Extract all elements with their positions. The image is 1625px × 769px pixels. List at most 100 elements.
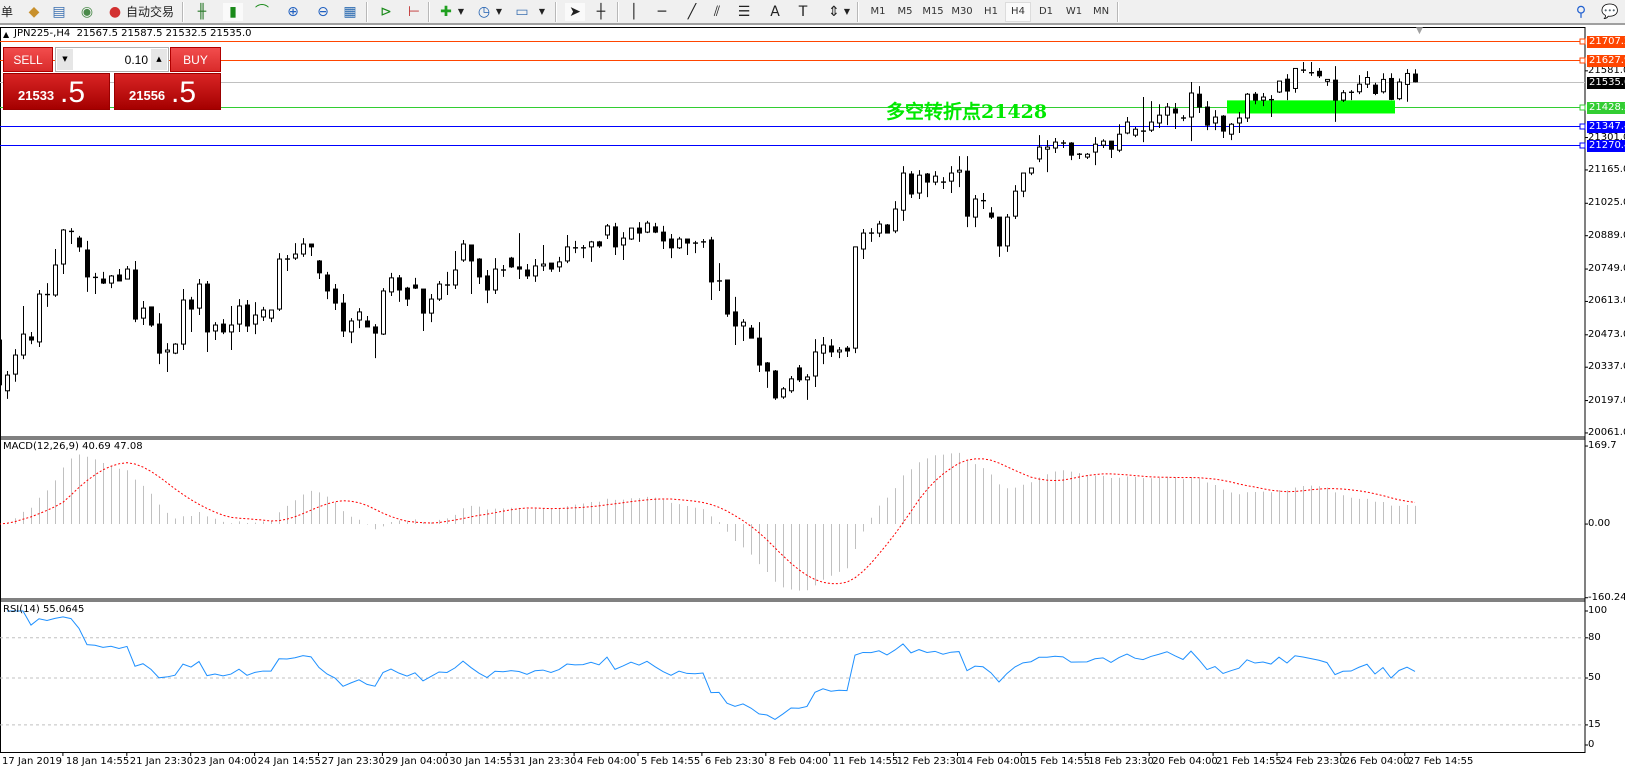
new-order-label-partial[interactable]: 单 — [0, 5, 13, 19]
candle — [1109, 140, 1114, 159]
crosshair-icon[interactable]: ┼ — [596, 4, 606, 20]
timeframe-m30[interactable]: M30 — [951, 6, 973, 17]
lot-decrease-button[interactable]: ▼ — [57, 49, 73, 70]
chart-shift-marker-icon[interactable]: ▼ — [1416, 26, 1423, 36]
candle — [1213, 110, 1218, 131]
candle-body — [1373, 84, 1378, 94]
arrows-icon[interactable]: ⇕ — [828, 4, 840, 20]
time-tick-label: 20 Feb 04:00 — [1152, 756, 1218, 767]
level-price-tag[interactable]: 21627.9 — [1587, 54, 1625, 67]
candle-body — [1357, 83, 1362, 93]
chart-collapse-icon[interactable]: ▲ — [3, 30, 10, 39]
trendline-icon[interactable]: ╱ — [687, 4, 697, 20]
lot-increase-button[interactable]: ▲ — [151, 49, 167, 70]
candle-body — [1173, 108, 1178, 114]
candle — [229, 305, 234, 351]
candle-body — [709, 239, 714, 283]
candle-body — [1261, 96, 1266, 101]
search-icon[interactable]: ⚲ — [1575, 4, 1587, 20]
templates-icon[interactable]: ▭ — [515, 4, 529, 20]
candle — [149, 306, 154, 327]
sell-button[interactable]: SELL — [3, 47, 53, 72]
autoscroll-icon[interactable]: ⊳ — [380, 4, 392, 20]
timeframe-h4[interactable]: H4 — [1005, 2, 1031, 22]
autotrading-icon[interactable]: ● — [108, 4, 122, 20]
chevron-down-icon[interactable]: ▼ — [538, 7, 546, 16]
candle — [445, 271, 450, 296]
text-icon[interactable]: A — [770, 4, 780, 20]
chart-shift-icon[interactable]: ⊢ — [407, 4, 421, 20]
candle-body — [1013, 190, 1018, 217]
line-chart-icon[interactable]: ⌒ — [255, 4, 269, 20]
candle — [365, 315, 370, 328]
time-tick-label: 12 Feb 23:30 — [896, 756, 963, 767]
candle — [773, 370, 778, 400]
chevron-down-icon[interactable]: ▼ — [843, 7, 851, 16]
candle — [693, 240, 698, 254]
cursor-icon[interactable]: ➤ — [565, 3, 585, 21]
candle-body — [597, 241, 602, 247]
candle-body — [1213, 116, 1218, 124]
price-tick-label: 21301.0 — [1588, 131, 1625, 143]
candle-body — [197, 283, 202, 309]
level-price-tag[interactable]: 21707.2 — [1587, 35, 1625, 48]
candle-body — [1165, 106, 1170, 116]
candlestick-icon[interactable]: ▮ — [223, 3, 243, 21]
candle — [5, 371, 10, 399]
periods-icon[interactable]: ◷ — [477, 4, 491, 20]
candle-body — [77, 237, 82, 248]
chevron-down-icon[interactable]: ▼ — [495, 7, 503, 16]
fibonacci-icon[interactable]: ☰ — [737, 4, 751, 20]
chat-icon[interactable]: 💬 — [1601, 4, 1619, 20]
candle — [1293, 67, 1298, 93]
new-chart-icon[interactable]: ✚ — [440, 4, 452, 20]
candle — [1349, 90, 1354, 101]
bar-chart-icon[interactable]: ╫ — [197, 4, 207, 20]
toolbar-separator — [555, 2, 557, 22]
timeframe-m5[interactable]: M5 — [897, 6, 913, 17]
candle-body — [589, 241, 594, 248]
zoom-out-icon[interactable]: ⊖ — [317, 4, 329, 20]
candle-body — [661, 231, 666, 242]
candle-body — [741, 321, 746, 327]
data-window-icon[interactable]: ▤ — [52, 4, 66, 20]
level-price-tag[interactable]: 21347.4 — [1587, 120, 1625, 133]
buy-button[interactable]: BUY — [170, 47, 221, 72]
equidistant-channel-icon[interactable]: ⫽ — [713, 4, 721, 20]
candle — [221, 319, 226, 335]
timeframe-m1[interactable]: M1 — [870, 6, 886, 17]
chevron-down-icon[interactable]: ▼ — [457, 7, 465, 16]
buy-price-box[interactable]: 21556 .5 — [114, 73, 221, 110]
level-price-tag[interactable]: 21428.2 — [1587, 101, 1625, 114]
candle-body — [917, 174, 922, 194]
chart-frame — [0, 27, 1586, 753]
candle — [85, 240, 90, 292]
level-price-tag[interactable]: 21270.4 — [1587, 139, 1625, 152]
market-watch-icon[interactable]: ◆ — [28, 4, 40, 20]
timeframe-mn[interactable]: MN — [1092, 6, 1110, 17]
candle-body — [189, 299, 194, 310]
timeframe-w1[interactable]: W1 — [1065, 6, 1083, 17]
lot-size-stepper[interactable]: ▼ ▲ — [55, 47, 169, 72]
pivot-annotation-text[interactable]: 多空转折点21428 — [886, 101, 1048, 123]
navigator-icon[interactable]: ◉ — [80, 4, 94, 20]
timeframe-h1[interactable]: H1 — [984, 6, 998, 17]
timeframe-d1[interactable]: D1 — [1038, 6, 1054, 17]
candle — [301, 238, 306, 257]
horizontal-line-icon[interactable]: ─ — [657, 4, 667, 20]
timeframe-m15[interactable]: M15 — [922, 6, 944, 17]
sell-price-box[interactable]: 21533 .5 — [3, 73, 110, 110]
candle — [917, 170, 922, 200]
candle-body — [1037, 146, 1042, 160]
lot-size-input[interactable] — [74, 50, 150, 70]
candle — [1413, 69, 1418, 83]
zoom-in-icon[interactable]: ⊕ — [287, 4, 299, 20]
vertical-line-icon[interactable]: │ — [629, 4, 639, 20]
text-label-icon[interactable]: T — [798, 4, 808, 20]
candle — [61, 229, 66, 275]
tile-windows-icon[interactable]: ▦ — [343, 4, 357, 20]
candle — [1325, 78, 1330, 86]
autotrading-button[interactable]: 自动交易 — [125, 5, 174, 19]
candle — [1061, 140, 1066, 149]
